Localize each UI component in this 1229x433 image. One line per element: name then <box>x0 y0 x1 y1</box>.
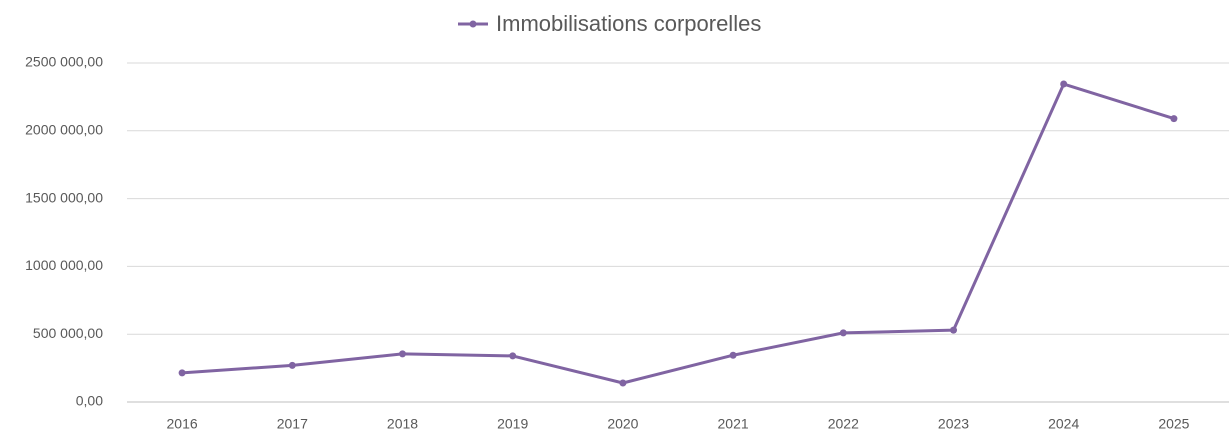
legend-label: Immobilisations corporelles <box>496 11 761 36</box>
point <box>619 379 627 387</box>
x-tick-label: 2016 <box>167 416 198 432</box>
x-tick-label: 2025 <box>1158 416 1189 432</box>
point <box>399 350 406 358</box>
legend-marker <box>469 20 477 28</box>
point <box>288 361 296 369</box>
point <box>1060 80 1068 88</box>
y-tick-label: 1500 000,00 <box>25 189 103 205</box>
x-tick-label: 2023 <box>938 416 969 432</box>
point <box>509 352 517 360</box>
x-tick-label: 2018 <box>387 416 418 432</box>
point <box>178 369 186 377</box>
point <box>1170 115 1178 123</box>
x-tick-label: 2020 <box>607 416 638 432</box>
point <box>950 326 957 334</box>
y-tick-label: 2000 000,00 <box>25 122 103 138</box>
x-tick-label: 2021 <box>718 416 749 432</box>
x-tick-label: 2017 <box>277 416 308 432</box>
y-tick-label: 1000 000,00 <box>25 257 103 273</box>
line <box>181 82 1175 385</box>
y-tick-label: 0,00 <box>76 393 103 409</box>
x-tick-label: 2024 <box>1048 416 1079 432</box>
x-tick-label: 2022 <box>828 416 859 432</box>
y-tick-label: 500 000,00 <box>33 325 103 341</box>
point <box>729 351 737 359</box>
point <box>839 329 847 337</box>
x-tick-label: 2019 <box>497 416 528 432</box>
y-tick-label: 2500 000,00 <box>25 54 103 70</box>
